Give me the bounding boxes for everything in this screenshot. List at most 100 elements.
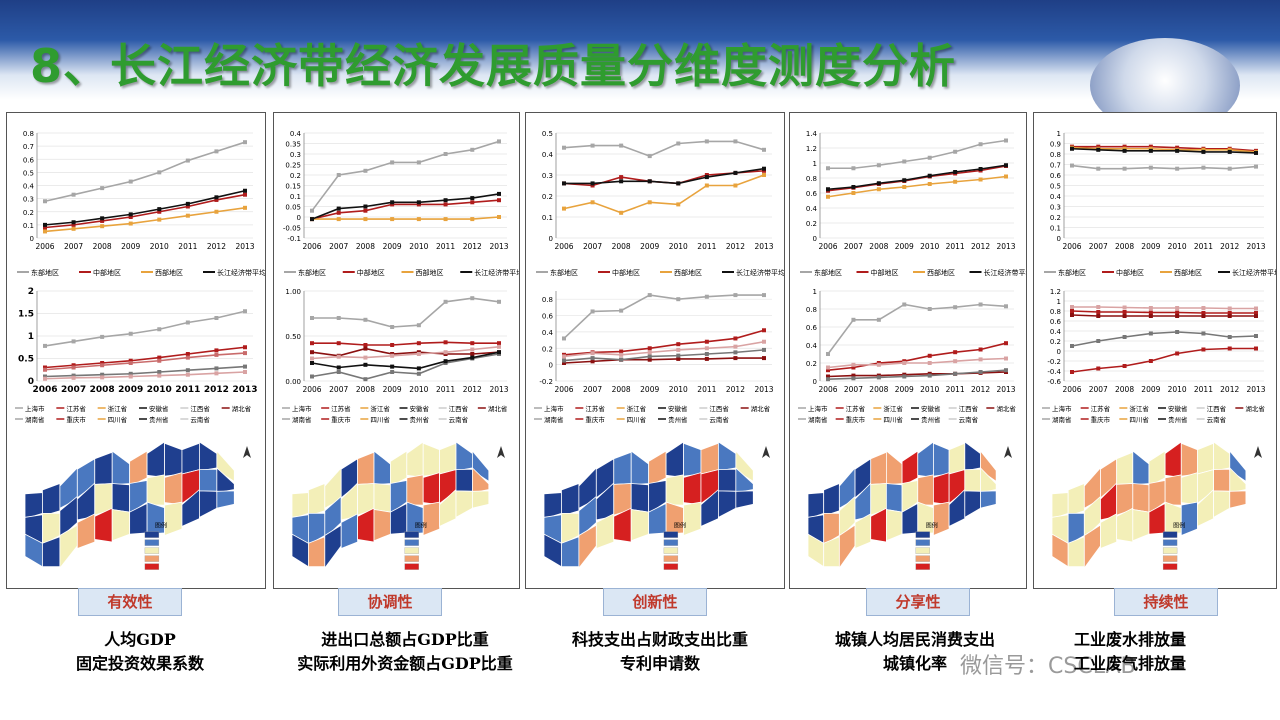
panel-2-bottom-y-tick: 0.50 <box>285 333 301 341</box>
panel-3-bottom-x-tick: 2012 <box>726 385 745 394</box>
panel-3-legend-swatch <box>663 563 679 570</box>
panel-4-province-label: 江西省 <box>959 404 979 413</box>
panel-2-top-point <box>416 217 421 222</box>
panel-5-bottom-y-tick: -0.6 <box>1047 378 1061 386</box>
panel-1-bottom-point <box>214 348 219 353</box>
panel-1-top-point <box>128 221 133 226</box>
panel-3-bottom-point <box>733 344 738 349</box>
panel-1-region <box>198 441 218 472</box>
panel-2-top-point <box>336 173 341 177</box>
panel-4-bottom-point <box>876 375 881 380</box>
panel-5-bottom-point <box>1122 335 1127 339</box>
panel-4-bottom-series-line <box>827 357 1007 369</box>
panel-2-bottom-point <box>363 355 368 360</box>
panel-4-top-point <box>876 163 881 168</box>
panel-5-province-label: 湖北省 <box>1245 404 1265 413</box>
panel-4-bottom-x-tick: 2009 <box>895 385 914 394</box>
panel-5-bottom-point <box>1148 310 1153 315</box>
panel-2-province-label: 浙江省 <box>370 404 390 413</box>
panel-4-region <box>964 441 981 472</box>
panel-4-region <box>886 450 903 486</box>
panel-3-region <box>613 451 632 485</box>
panel-3-top-point <box>704 173 709 177</box>
panel-3-bottom-point <box>676 356 681 361</box>
panel-4-top-x-tick: 2013 <box>996 242 1015 251</box>
panel-1-top-point <box>243 140 247 145</box>
panel-3-bottom-y-tick: 0.8 <box>542 296 553 304</box>
panel-3-bottom-point <box>704 356 709 361</box>
panel-4-region <box>870 507 887 543</box>
panel-3-bottom-x-tick: 2010 <box>669 385 688 394</box>
panel-4-bottom-point <box>953 371 958 376</box>
panel-5-top-point <box>1070 163 1074 168</box>
panel-2-map: 图例 <box>291 441 505 570</box>
panel-3-province-label: 湖北省 <box>751 404 771 413</box>
panel-1-bottom-point <box>185 352 190 356</box>
panel-3-top-point <box>590 200 595 205</box>
panel-5-legend-label: 中部地区 <box>1116 268 1144 277</box>
panel-1-region <box>164 442 183 477</box>
panel-2-bottom-series-line <box>311 351 500 370</box>
panel-4-region <box>980 466 997 494</box>
panel-5-bottom-point <box>1175 314 1180 318</box>
panel-3-bottom-x-tick: 2009 <box>640 385 659 394</box>
panel-2-top-point <box>443 152 448 156</box>
panel-1-province-label: 湖北省 <box>232 404 252 413</box>
panel-5-top-y-tick: 0.6 <box>1050 172 1062 180</box>
panel-1-top-point <box>185 213 190 218</box>
panel-4-top-point <box>953 170 958 174</box>
panel-2-province-label: 安徽省 <box>410 404 430 413</box>
panel-5-bottom-y-tick: 0.2 <box>1050 338 1061 346</box>
panel-5-top-y-tick: 0.4 <box>1050 193 1062 201</box>
panel-4-top-point <box>927 155 932 160</box>
panel-3-legend-swatch <box>663 539 679 546</box>
panel-5-top-point <box>1096 166 1101 171</box>
panel-3-bottom-point <box>619 357 624 362</box>
panel-2-legend-swatch <box>404 563 419 570</box>
panel-4-bottom-point <box>927 353 932 358</box>
panel-4-region <box>933 442 950 477</box>
panel-5: 0 0.1 0.2 0.3 0.4 0.5 0.6 0.7 0.8 0.9 1 2006 2007 200… <box>1033 112 1277 589</box>
panel-3-bottom-y-tick: 0.2 <box>542 345 553 353</box>
panel-1-bottom-point <box>128 374 133 379</box>
panel-4-top-point <box>1004 163 1008 168</box>
panel-2-bottom-chart: 0.00 0.50 1.00 2006 2007 2008 2009 2010 2011 2012… <box>285 288 508 394</box>
panel-1-bottom-y-tick: 1 <box>28 332 34 342</box>
panel-2-legend-swatch <box>404 531 419 538</box>
panel-4-top-point <box>826 166 830 171</box>
panel-5-indicator: 工业废气排放量 <box>1073 654 1186 673</box>
panel-1-top-point <box>43 225 47 230</box>
panel-4-bottom-series-line <box>827 303 1007 355</box>
panel-5-top-x-tick: 2007 <box>1089 242 1108 251</box>
panel-3-top-point <box>562 181 566 186</box>
panel-1-region <box>111 450 131 486</box>
panel-3-top-point <box>676 141 681 146</box>
panel-5-bottom-y-tick: 0.8 <box>1050 308 1061 316</box>
panel-4-province-label: 四川省 <box>883 415 903 424</box>
panel-2-indicator: 进出口总额占GDP比重 <box>321 630 489 649</box>
panel-5-top-x-tick: 2011 <box>1194 242 1213 251</box>
panel-3-bottom-point <box>647 357 652 362</box>
panel-4-bottom-point <box>902 302 907 307</box>
panel-3-top-point <box>733 183 738 188</box>
panel-1-indicator: 人均GDP <box>104 630 176 649</box>
panel-2-top-point <box>416 200 421 205</box>
panel-4-indicator: 城镇化率 <box>882 654 947 673</box>
panel-3-bottom-point <box>590 309 595 314</box>
panel-5-bottom-point <box>1070 370 1074 374</box>
panel-1-top-point <box>128 179 133 184</box>
panel-2-bottom-point <box>497 344 501 349</box>
panel-1-legend-label: 长江经济带平均 <box>217 268 265 277</box>
panel-2-top-chart: -0.1 -0.05 0 0.05 0.1 0.15 0.2 0.25 0.3 0.35 0.4 20… <box>283 130 509 251</box>
panel-5-top-y-tick: 0 <box>1057 235 1061 243</box>
panel-5-region <box>1180 501 1198 537</box>
panel-4-province-label: 贵州省 <box>921 415 941 424</box>
panel-5-top-series-line <box>1072 145 1257 152</box>
panel-2-indicator-list: 进出口总额占GDP比重 实际利用外资金额占GDP比重 <box>265 628 545 676</box>
panel-2-bottom-point <box>336 341 341 346</box>
panel-2-bottom-point <box>390 353 395 358</box>
panel-1-bottom-point <box>100 375 105 380</box>
panel-1-province-label: 浙江省 <box>108 404 128 413</box>
panel-4-province-label: 安徽省 <box>921 404 941 413</box>
panel-4-north-arrow-icon <box>1004 446 1012 458</box>
